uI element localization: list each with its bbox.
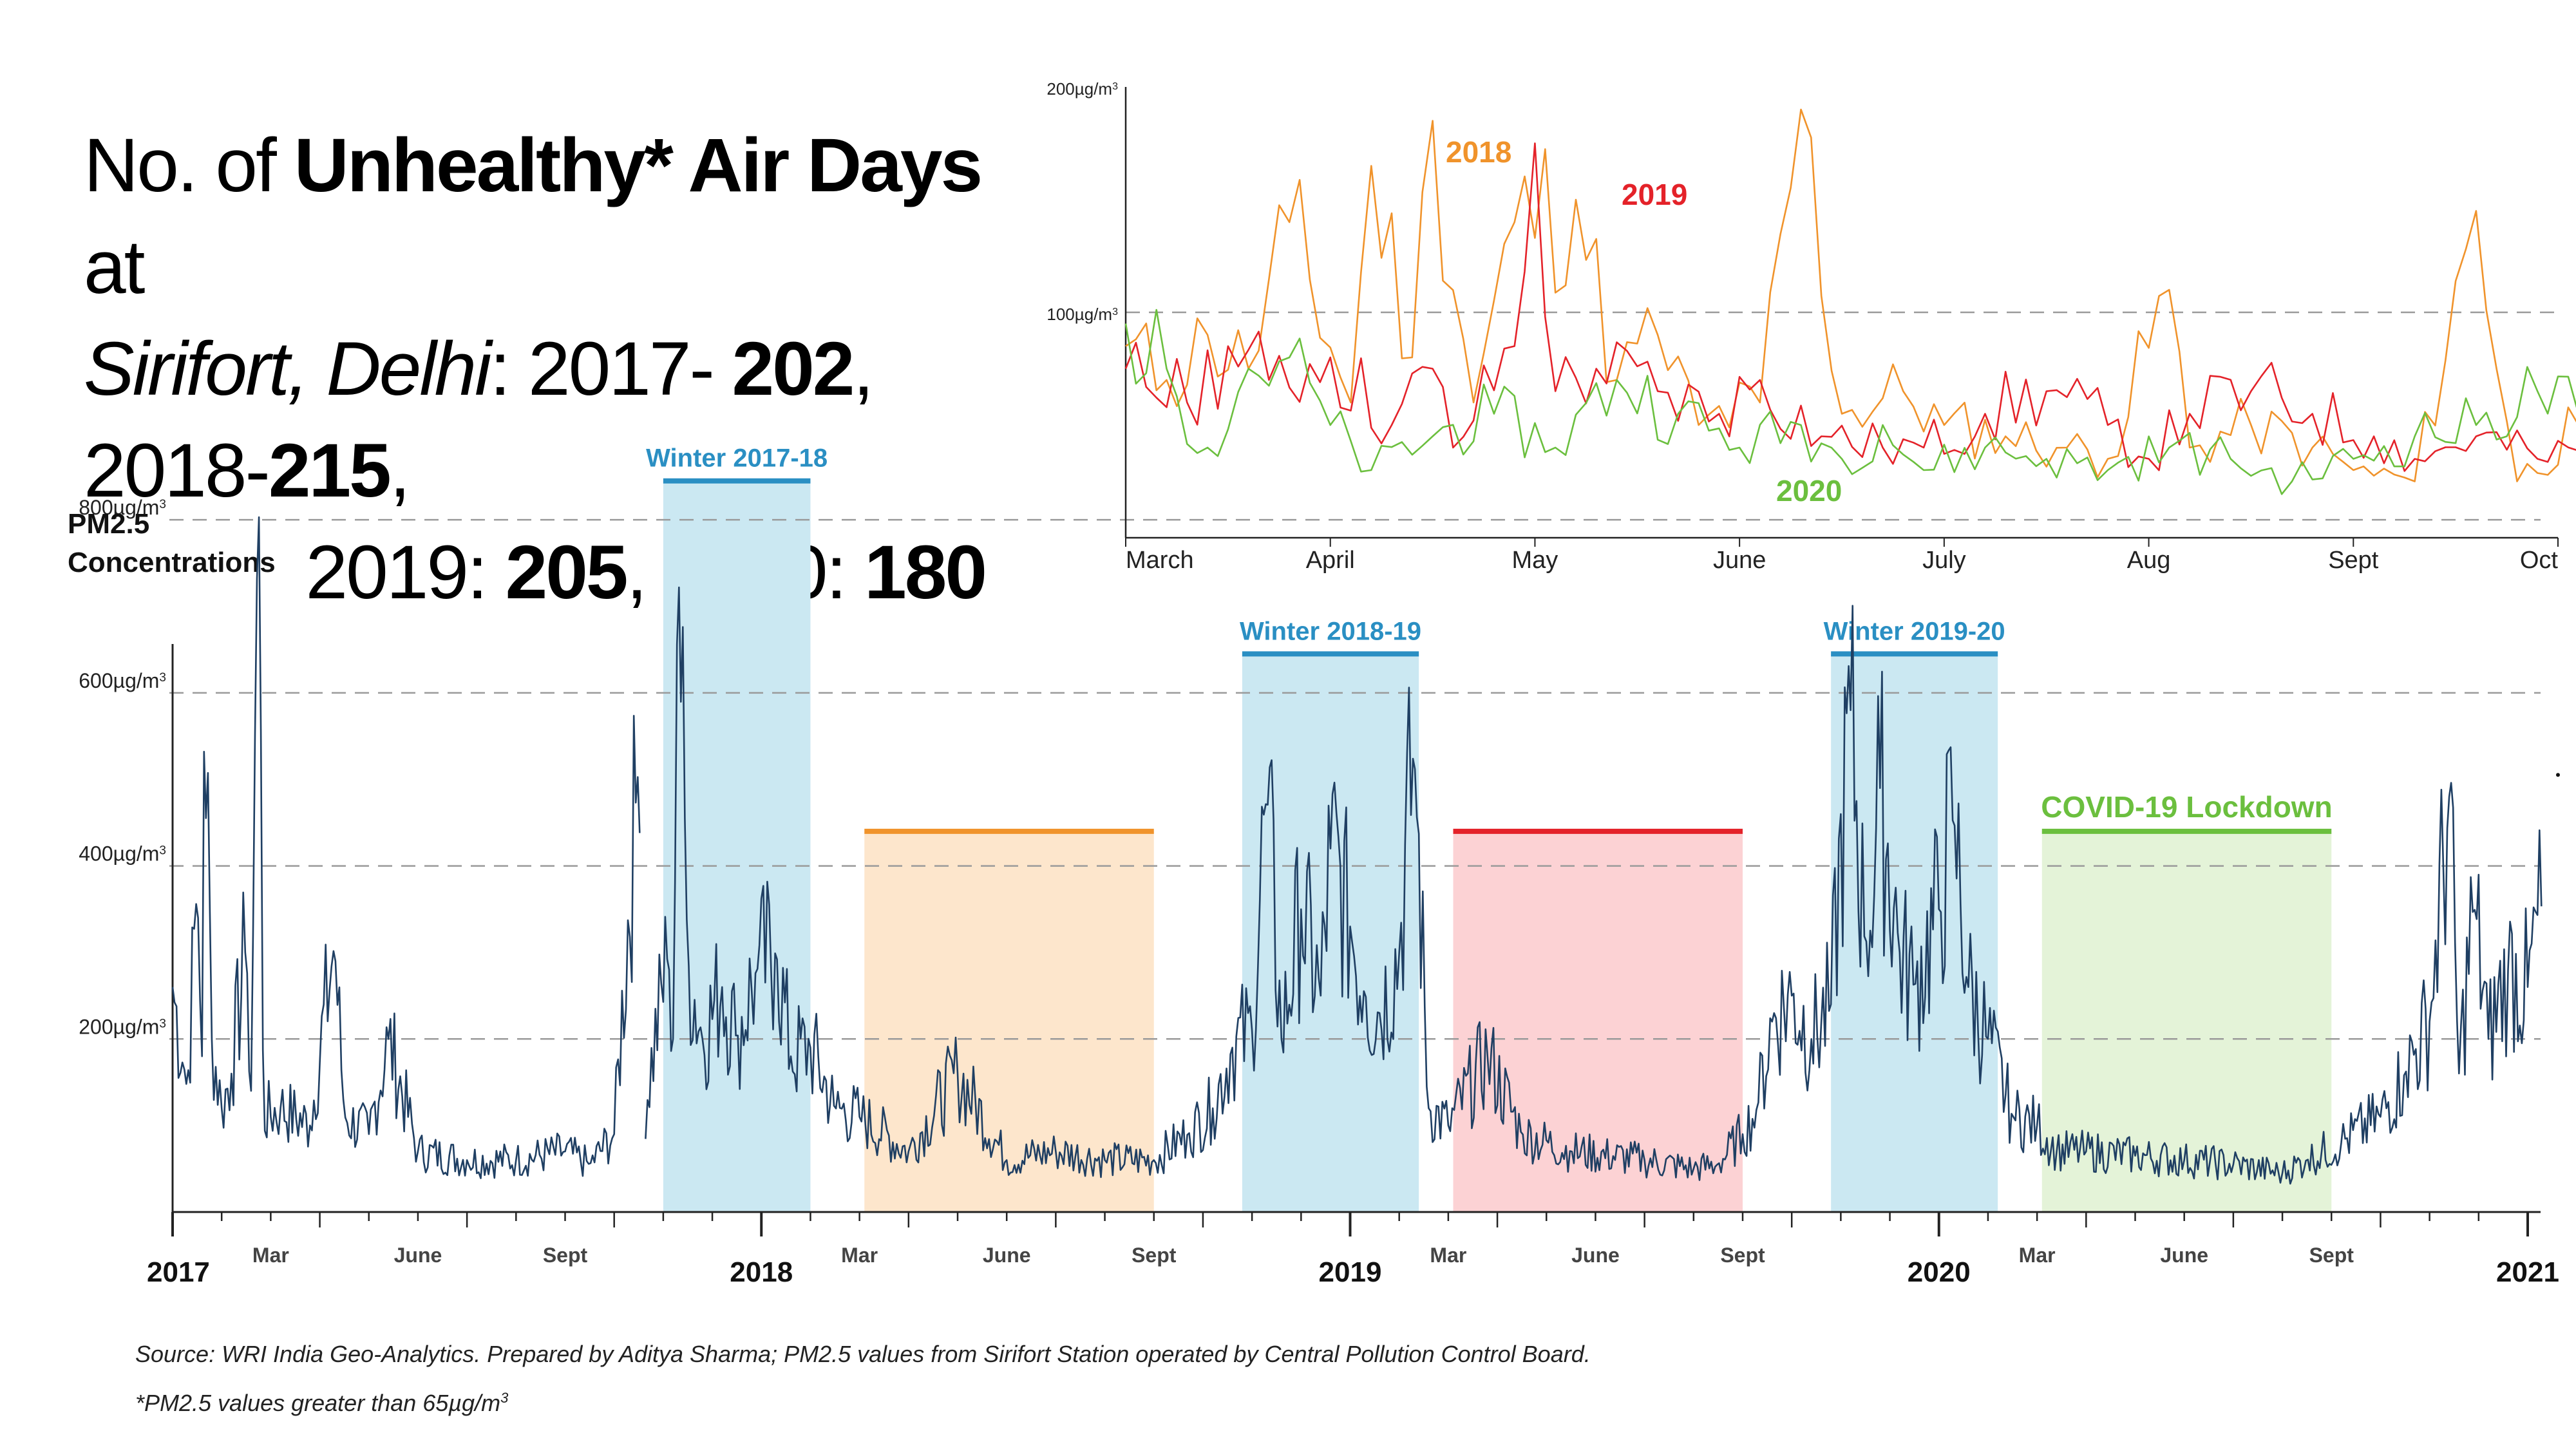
period-label-2: Winter 2018-19 (1240, 617, 1421, 645)
inset-xlabel-4: July (1922, 547, 1966, 574)
main-xlabel-13: Mar (2019, 1244, 2056, 1267)
threshold-note: *PM2.5 values greater than 65µg/m3 (135, 1390, 508, 1417)
threshold-note-text: *PM2.5 values greater than 65µg/m (135, 1390, 501, 1416)
main-ytick-200: 200µg/m3 (79, 1015, 166, 1038)
main-ytick-400: 400µg/m3 (79, 842, 166, 866)
period-band-3 (1453, 831, 1743, 1212)
headline-place: Sirifort, Delhi (84, 327, 491, 412)
main-xlabel-9: Mar (1430, 1244, 1466, 1267)
headline-2019-value: 205 (505, 530, 629, 615)
main-xlabel-2: June (394, 1244, 442, 1267)
inset-xlabel-3: June (1713, 547, 1766, 574)
period-band-1 (864, 831, 1154, 1212)
inset-xlabel-2: May (1512, 547, 1558, 574)
main-ylabel-line-1: PM2.5 (68, 508, 149, 540)
threshold-note-sup: 3 (500, 1390, 509, 1406)
main-xlabel-8: 2019 (1319, 1256, 1382, 1288)
headline-suffix: at (84, 225, 145, 310)
main-xlabel-7: Sept (1132, 1244, 1177, 1267)
main-xlabel-3: Sept (543, 1244, 588, 1267)
main-xlabel-15: Sept (2309, 1244, 2354, 1267)
inset-legend-2020: 2020 (1776, 474, 1842, 507)
inset-xlabel-5: Aug (2127, 547, 2171, 574)
headline-line-1: No. of Unhealthy* Air Days at (84, 115, 985, 318)
inset-xlabel-0: March (1126, 547, 1194, 574)
headline-2018-label: , 2018- (84, 327, 874, 513)
period-band-0 (663, 480, 811, 1212)
headline-2017-label: : 2017- (489, 327, 732, 412)
main-xlabel-4: 2018 (730, 1256, 793, 1288)
headline-bold: Unhealthy* Air Days (294, 123, 983, 208)
stray-dot (2556, 773, 2560, 777)
main-xlabel-6: June (983, 1244, 1031, 1267)
source-note: Source: WRI India Geo-Analytics. Prepare… (135, 1341, 1591, 1367)
inset-line-2020 (1124, 308, 2576, 495)
main-xlabel-0: 2017 (147, 1256, 210, 1288)
headline-2020-value: 180 (864, 530, 987, 615)
main-xlabel-12: 2020 (1908, 1256, 1971, 1288)
pm25-daily-line (171, 516, 2543, 1185)
headline-comma: , (389, 428, 411, 513)
headline-prefix: No. of (84, 123, 294, 208)
inset-xlabel-1: April (1306, 547, 1355, 574)
headline-2019-label: 2019: (305, 530, 506, 615)
main-xlabel-1: Mar (252, 1244, 289, 1267)
inset-line-2019 (1124, 142, 2576, 472)
main-xlabel-14: June (2160, 1244, 2208, 1267)
main-ytick-600: 600µg/m3 (79, 669, 166, 692)
main-xlabel-10: June (1571, 1244, 1620, 1267)
headline-2017-value: 202 (732, 327, 855, 412)
period-label-0: Winter 2017-18 (646, 444, 828, 473)
period-label-5: COVID-19 Lockdown (2041, 790, 2332, 824)
main-xlabel-5: Mar (841, 1244, 878, 1267)
headline-2018-value: 215 (268, 428, 392, 513)
inset-legend-2019: 2019 (1622, 178, 1687, 211)
period-band-2 (1242, 654, 1419, 1212)
inset-legend-2018: 2018 (1446, 135, 1511, 169)
main-ylabel-line-2: Concentrations (68, 547, 276, 578)
inset-xlabel-6: Sept (2328, 547, 2379, 574)
inset-line-2018 (1125, 108, 2576, 482)
main-xlabel-11: Sept (1720, 1244, 1765, 1267)
inset-xlabel-7: Oct (2520, 547, 2559, 574)
main-xlabel-16: 2021 (2496, 1256, 2559, 1288)
inset-ytick-200: 200µg/m3 (1046, 79, 1118, 99)
period-label-4: Winter 2019-20 (1824, 617, 2005, 645)
period-band-4 (1831, 654, 1998, 1212)
inset-ytick-100: 100µg/m3 (1046, 305, 1118, 324)
main-ytick-800: 800µg/m3 (79, 496, 166, 519)
headline-line-2: Sirifort, Delhi: 2017- 202, 2018-215, (84, 318, 985, 522)
